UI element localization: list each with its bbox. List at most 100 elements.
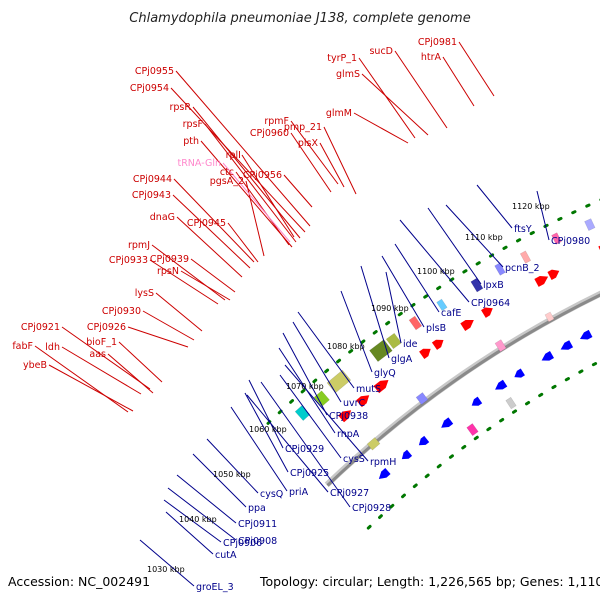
forward-leader-6 (235, 171, 290, 246)
forward-gene-2 (373, 380, 389, 394)
reverse-leader-5 (394, 243, 440, 313)
forward-gene-3 (419, 348, 431, 359)
reverse-gene-5 (495, 379, 508, 390)
reverse-label-24: CPj0908 (238, 536, 277, 547)
reverse-leader-24 (167, 487, 237, 541)
forward-leader-23 (107, 353, 154, 394)
reverse-label-12: CPj0938 (329, 411, 368, 422)
reverse-gene-7 (541, 351, 554, 361)
forward-leader-0 (175, 70, 311, 227)
genome-summary-text: Topology: circular; Length: 1,226,565 bp… (259, 574, 600, 589)
category-box-11 (584, 218, 596, 231)
forward-label-12: rpmJ (128, 240, 150, 251)
forward-leader-22 (61, 346, 142, 395)
forward-leader-27 (323, 126, 357, 195)
dotted-rings (266, 198, 600, 530)
category-box-9 (519, 250, 532, 264)
reverse-label-22: ppa (248, 503, 266, 514)
reverse-leader-11 (292, 321, 342, 403)
forward-label-8: pgsA_2 (210, 176, 244, 187)
forward-leader-26 (290, 132, 332, 193)
forward-leader-11 (227, 222, 259, 263)
reverse-label-14: rpmH (370, 457, 396, 468)
tick-label-3: 1060 kbp (249, 425, 287, 434)
forward-leader-2 (192, 106, 301, 239)
reverse-leader-23 (176, 474, 237, 524)
reverse-leader-8 (360, 265, 390, 359)
forward-leader-8 (245, 180, 265, 257)
backbone-line (326, 293, 600, 487)
reverse-label-20: CPj0928 (352, 503, 391, 514)
reverse-label-4: CPj0964 (471, 298, 510, 309)
reverse-leader-19 (230, 406, 288, 492)
tick-label-9: 1120 kbp (512, 202, 550, 211)
reverse-gene-1 (401, 449, 413, 460)
reverse-leader-6 (381, 255, 425, 328)
forward-leader-35 (442, 56, 475, 107)
reverse-leader-9 (340, 290, 373, 373)
forward-label-35: htrA (421, 52, 442, 63)
map-title: Chlamydophila pneumoniae J138, complete … (129, 11, 470, 26)
forward-gene-0 (338, 410, 352, 423)
category-box-1 (313, 390, 330, 407)
reverse-leader-4 (399, 219, 470, 303)
reverse-gene-2 (418, 435, 430, 446)
reverse-gene-3 (441, 417, 454, 428)
forward-leader-5 (241, 154, 295, 238)
forward-label-30: glmM (326, 108, 352, 119)
category-box-4 (385, 332, 402, 350)
forward-label-29: CPj0956 (243, 170, 282, 181)
category-box-32 (494, 339, 507, 353)
forward-leader-29 (283, 174, 313, 208)
forward-label-23: aas (89, 349, 106, 360)
forward-leader-7 (173, 178, 255, 263)
label-leader-lines (34, 41, 550, 587)
reverse-leader-18 (246, 394, 329, 493)
reverse-label-23: CPj0911 (238, 519, 277, 530)
reverse-gene-9 (579, 329, 593, 340)
ring-inner (366, 359, 600, 530)
forward-leader-28 (319, 142, 345, 188)
forward-leader-9 (172, 194, 251, 269)
forward-label-9: CPj0943 (132, 190, 171, 201)
reverse-leader-14 (284, 364, 369, 462)
reverse-label-2: pcnB_2 (505, 263, 540, 274)
forward-leader-21 (34, 345, 129, 413)
forward-leader-20 (118, 341, 163, 383)
forward-gene-1 (356, 395, 370, 408)
forward-leader-25 (290, 120, 339, 185)
forward-label-15: rpsN (157, 266, 179, 277)
reverse-label-25: CPj0906 (223, 538, 262, 549)
forward-leader-13 (190, 258, 236, 293)
reverse-gene-0 (378, 468, 391, 479)
forward-label-3: rpsF (183, 119, 203, 130)
forward-label-26: CPj0960 (250, 128, 289, 139)
tick-label-8: 1110 kbp (465, 233, 503, 242)
reverse-label-13: rnpA (337, 429, 360, 440)
forward-leader-18 (127, 326, 189, 348)
forward-gene-6 (481, 307, 493, 318)
forward-label-13: CPj0939 (150, 254, 189, 265)
reverse-label-27: groEL_3 (196, 582, 234, 593)
tick-label-1: 1040 kbp (179, 515, 217, 524)
category-box-47 (505, 396, 517, 410)
forward-label-0: CPj0955 (135, 66, 174, 77)
forward-label-22: ldh (45, 342, 60, 353)
reverse-label-10: mutS (356, 384, 381, 395)
rna-leader-0 (222, 162, 291, 243)
forward-gene-7 (534, 276, 549, 287)
forward-label-5: rplI (226, 150, 241, 161)
forward-gene-5 (460, 320, 474, 331)
forward-leader-34 (458, 41, 495, 97)
forward-leader-16 (155, 292, 203, 332)
forward-label-20: bioF_1 (86, 337, 117, 348)
forward-gene-8 (547, 269, 560, 280)
forward-label-2: rpsR (170, 102, 192, 113)
category-box-30 (366, 437, 381, 451)
forward-label-19: CPj0921 (21, 322, 60, 333)
forward-label-16: lysS (135, 288, 154, 299)
forward-leader-1 (170, 87, 306, 233)
reverse-label-18: CPj0927 (330, 488, 369, 499)
tick-label-0: 1030 kbp (147, 565, 185, 574)
